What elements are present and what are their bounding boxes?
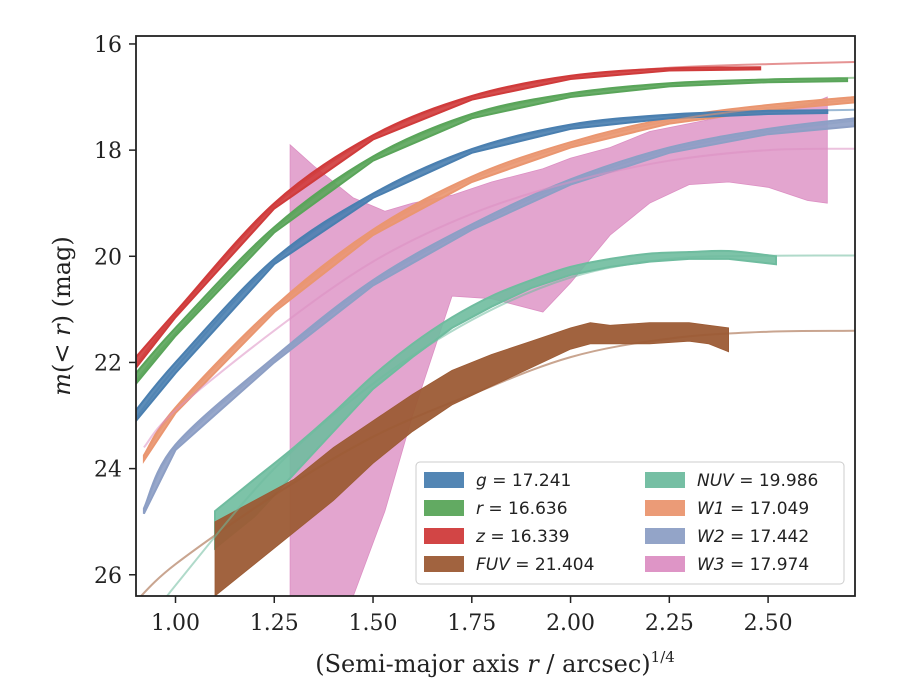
legend-swatch-w1 (645, 500, 685, 516)
legend-swatch-r (424, 500, 464, 516)
model-line-nuv (165, 254, 855, 596)
model-line-w3 (143, 147, 855, 449)
x-axis: 1.00 1.25 1.50 1.75 2.00 2.25 2.50 (151, 596, 793, 636)
x-tick-label: 2.25 (645, 611, 694, 636)
x-axis-label: (Semi-major axis r / arcsec)1/4 (315, 648, 675, 678)
x-tick-label: 1.00 (151, 611, 200, 636)
legend-swatch-g (424, 472, 464, 488)
y-tick-label: 24 (94, 458, 122, 483)
x-tick-label: 1.75 (447, 611, 496, 636)
model-line-w2 (142, 119, 855, 512)
model-line-z (136, 61, 855, 366)
legend-label-nuv: NUV = 19.986 (697, 471, 818, 491)
legend-label-fuv: FUV = 21.404 (476, 555, 594, 575)
y-tick-label: 18 (94, 139, 122, 164)
band-w2 (142, 117, 855, 515)
y-tick-label: 20 (94, 245, 122, 270)
band-w1 (142, 95, 855, 464)
y-tick-label: 22 (94, 351, 122, 376)
x-tick-label: 1.25 (250, 611, 299, 636)
model-line-layer (136, 61, 855, 596)
band-w3 (289, 96, 828, 596)
legend-label-w2: W2 = 17.442 (697, 527, 809, 547)
legend-swatch-z (424, 528, 464, 544)
plot-frame (135, 35, 856, 597)
legend-swatch-w3 (645, 556, 685, 572)
band-fuv (214, 322, 729, 596)
legend-label-r: r = 16.636 (476, 499, 568, 519)
legend-label-g: g = 17.241 (476, 471, 571, 491)
x-tick-label: 2.00 (546, 611, 595, 636)
y-axis: 16 18 20 22 24 26 (94, 33, 136, 589)
legend-swatch-fuv (424, 556, 464, 572)
y-axis-label: m(< r) (mag) (48, 236, 76, 396)
x-tick-label: 2.50 (744, 611, 793, 636)
x-tick-label: 1.50 (349, 611, 398, 636)
model-line-w1 (143, 98, 855, 459)
legend-label-w3: W3 = 17.974 (697, 555, 809, 575)
legend: g = 17.241 r = 16.636 z = 16.339 FUV = 21.4… (415, 461, 845, 585)
legend-swatch-nuv (645, 472, 685, 488)
legend-label-w1: W1 = 17.049 (697, 499, 809, 519)
model-line-fuv (139, 329, 855, 596)
y-tick-label: 26 (94, 564, 122, 589)
legend-label-z: z = 16.339 (475, 527, 569, 547)
model-line-r (136, 76, 855, 382)
legend-swatch-w2 (645, 528, 685, 544)
legend-box (415, 461, 845, 585)
y-tick-label: 16 (94, 33, 122, 58)
